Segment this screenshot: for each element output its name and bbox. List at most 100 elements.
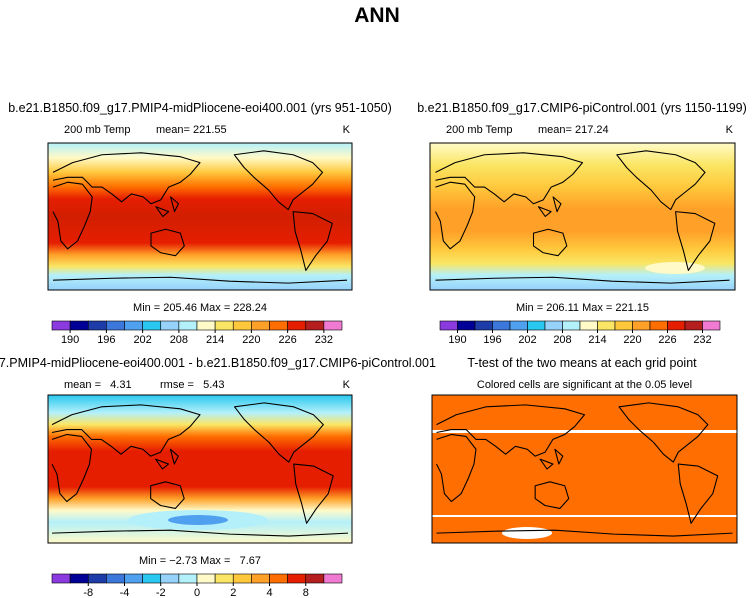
colorbar-tick-label: 8: [303, 587, 309, 598]
panel-units: K: [343, 379, 351, 391]
map-feature: [645, 262, 705, 274]
map-frame: [429, 142, 736, 291]
colorbar-cell: [106, 573, 125, 584]
colorbar-tick-label: 208: [553, 334, 571, 346]
colorbar-cell: [196, 320, 216, 331]
map-frame: [47, 394, 353, 544]
panel-footer: Min = 206.11 Max = 221.15: [516, 302, 649, 314]
colorbar-cell: [439, 320, 458, 331]
colorbar-cell: [142, 573, 162, 584]
colorbar-cell: [667, 320, 686, 331]
colorbar-cell: [214, 573, 234, 584]
colorbar-cell: [178, 573, 198, 584]
colorbar-cell: [232, 320, 252, 331]
colorbar-cell: [474, 320, 493, 331]
colorbar-cell: [269, 320, 288, 331]
colorbar-tick-label: 220: [623, 334, 641, 346]
colorbar-tick-label: 208: [170, 334, 188, 346]
colorbar-tick-label: 190: [448, 334, 466, 346]
colorbar-cell: [527, 320, 546, 331]
colorbar-cell: [287, 320, 307, 331]
colorbar-cell: [69, 320, 89, 331]
panel-title: T-test of the two means at each grid poi…: [467, 356, 697, 370]
colorbar-tick-label: -8: [83, 587, 93, 598]
colorbar-cell: [579, 320, 598, 331]
map-field: [48, 143, 352, 290]
panel-title: b.e21.B1850.f09_g17.PMIP4-midPliocene-eo…: [8, 101, 392, 115]
colorbar-cell: [649, 320, 668, 331]
map-frame: [431, 394, 738, 544]
colorbar-cell: [287, 573, 307, 584]
colorbar-cell: [232, 573, 252, 584]
colorbar-cell: [51, 573, 71, 584]
colorbar-cell: [106, 320, 125, 331]
colorbar-tick-label: 232: [693, 334, 711, 346]
panel-subtitle: Colored cells are significant at the 0.0…: [477, 379, 692, 391]
colorbar-cell: [69, 573, 89, 584]
colorbar-tick-label: 4: [266, 587, 272, 598]
colorbar-tick-label: 190: [61, 334, 79, 346]
colorbar-cell: [305, 320, 325, 331]
nonsignificant-area: [502, 527, 552, 539]
panel-left-label: 200 mb Temp: [446, 124, 512, 136]
panel-footer: Min = −2.73 Max = 7.67: [139, 555, 261, 567]
colorbar-tick-label: 214: [588, 334, 606, 346]
colorbar-tick-label: 202: [133, 334, 151, 346]
colorbar-cell: [178, 320, 198, 331]
map-frame: [47, 142, 353, 291]
colorbar-cell: [251, 320, 270, 331]
colorbar-tick-label: 0: [194, 587, 200, 598]
colorbar-tick-label: 196: [97, 334, 115, 346]
panel-center-label: mean= 217.24: [538, 124, 609, 136]
colorbar-cell: [124, 573, 143, 584]
colorbar-cell: [562, 320, 581, 331]
colorbar-tick-label: 2: [230, 587, 236, 598]
panel-title: 09_g17.PMIP4-midPliocene-eoi400.001 - b.…: [0, 356, 436, 370]
colorbar-cell: [702, 320, 721, 331]
panel-units: K: [726, 124, 734, 136]
colorbar-cell: [614, 320, 633, 331]
colorbar-cell: [124, 320, 143, 331]
colorbar-cell: [323, 320, 343, 331]
colorbar-cell: [457, 320, 476, 331]
colorbar-cell: [632, 320, 651, 331]
colorbar-cell: [196, 573, 216, 584]
colorbar-tick-label: 226: [658, 334, 676, 346]
panel-footer: Min = 205.46 Max = 228.24: [133, 302, 267, 314]
colorbar-cell: [597, 320, 616, 331]
colorbar-tick-label: -4: [120, 587, 130, 598]
colorbar-tick-label: 220: [242, 334, 260, 346]
colorbar-cell: [87, 573, 107, 584]
map-feature: [168, 515, 228, 525]
colorbar-cell: [269, 573, 288, 584]
colorbar-tick-label: 232: [315, 334, 333, 346]
colorbar-tick-label: 196: [483, 334, 501, 346]
panel-title: b.e21.B1850.f09_g17.CMIP6-piControl.001 …: [417, 101, 747, 115]
colorbar-cell: [214, 320, 234, 331]
colorbar-cell: [160, 320, 180, 331]
colorbar-tick-label: 202: [518, 334, 536, 346]
panel-left-label: 200 mb Temp: [64, 124, 130, 136]
colorbar-cell: [305, 573, 325, 584]
colorbar-cell: [160, 573, 180, 584]
colorbar-cell: [51, 320, 71, 331]
colorbar-cell: [251, 573, 270, 584]
nonsignificant-band: [432, 430, 737, 433]
nonsignificant-band: [432, 515, 737, 517]
colorbar-tick-label: 214: [206, 334, 224, 346]
colorbar-cell: [142, 320, 162, 331]
colorbar-cell: [684, 320, 703, 331]
colorbar-cell: [87, 320, 107, 331]
panel-center-label: mean= 221.55: [156, 124, 227, 136]
map-field: [432, 395, 737, 543]
panel-center-label: rmse = 5.43: [160, 379, 225, 391]
panel-units: K: [343, 124, 351, 136]
panel-left-label: mean = 4.31: [64, 379, 132, 391]
colorbar-cell: [544, 320, 563, 331]
colorbar-tick-label: -2: [156, 587, 166, 598]
colorbar-cell: [323, 573, 343, 584]
colorbar-cell: [492, 320, 511, 331]
colorbar-cell: [509, 320, 528, 331]
